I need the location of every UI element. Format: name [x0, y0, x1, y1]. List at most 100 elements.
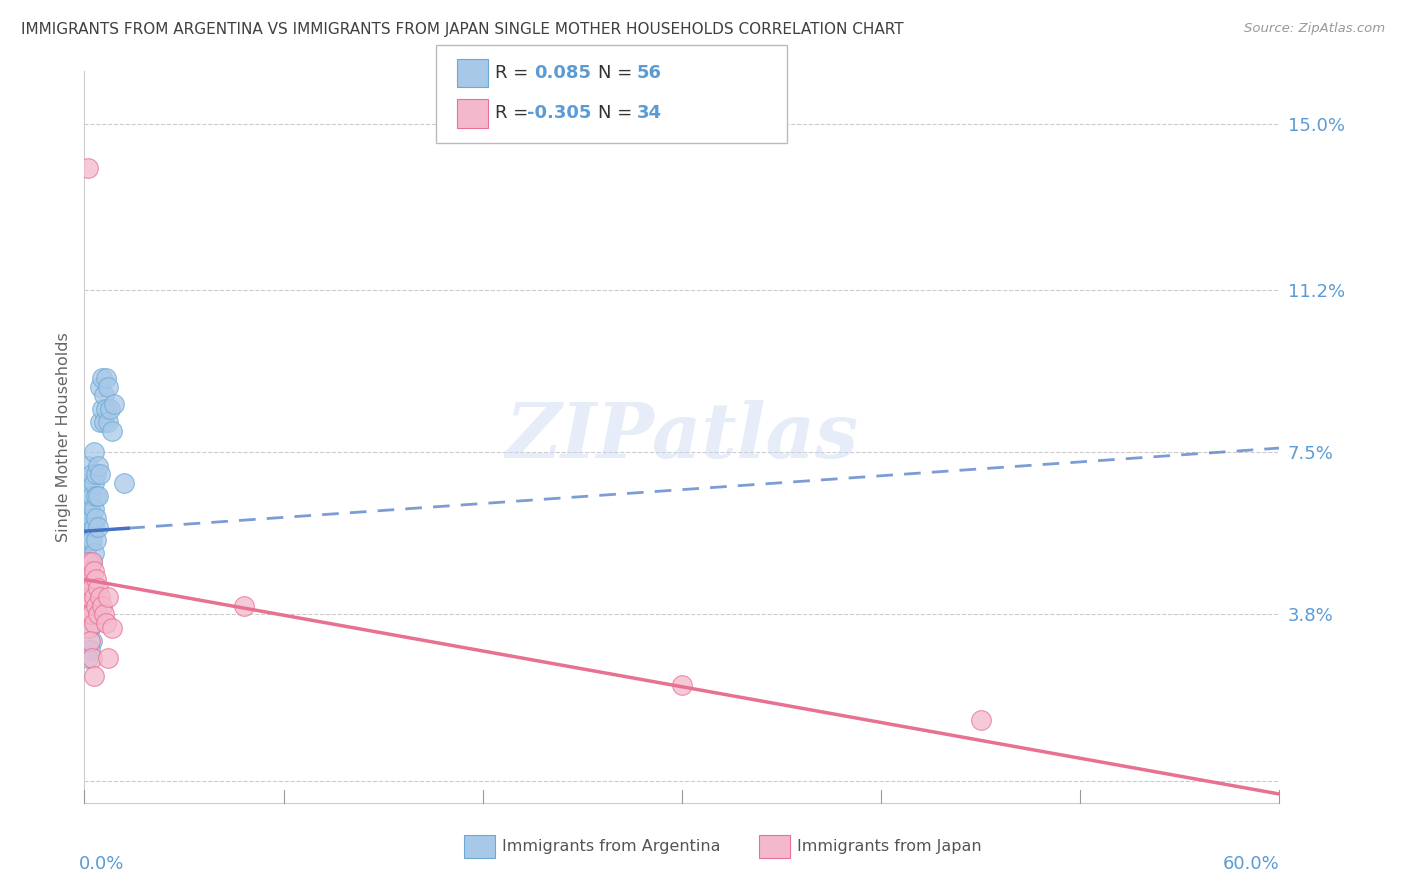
- Point: [82, 590, 104, 604]
- Text: N =: N =: [598, 64, 637, 82]
- Point: [83, 669, 105, 683]
- Point: [82, 555, 104, 569]
- Point: [79, 502, 101, 516]
- Text: 34: 34: [637, 104, 662, 122]
- Text: 0.085: 0.085: [534, 64, 592, 82]
- Text: 56: 56: [637, 64, 662, 82]
- Point: [83, 590, 105, 604]
- Point: [79, 564, 101, 578]
- Point: [79, 642, 101, 657]
- Point: [83, 502, 105, 516]
- Point: [89, 415, 111, 429]
- Point: [93, 388, 115, 402]
- Point: [89, 590, 111, 604]
- Point: [77, 537, 100, 551]
- Text: Immigrants from Japan: Immigrants from Japan: [797, 839, 981, 854]
- Point: [93, 607, 115, 622]
- Text: R =: R =: [495, 64, 534, 82]
- Point: [101, 621, 124, 635]
- Point: [83, 520, 105, 534]
- Point: [75, 599, 97, 613]
- Point: [79, 576, 101, 591]
- Point: [97, 380, 120, 394]
- Point: [82, 633, 104, 648]
- Point: [75, 511, 97, 525]
- Text: -0.305: -0.305: [527, 104, 592, 122]
- Point: [77, 555, 100, 569]
- Point: [79, 476, 101, 491]
- Point: [77, 520, 100, 534]
- Point: [83, 616, 105, 631]
- Point: [77, 651, 100, 665]
- Point: [82, 607, 104, 622]
- Point: [101, 424, 124, 438]
- Point: [103, 397, 125, 411]
- Point: [112, 476, 135, 491]
- Point: [82, 533, 104, 547]
- Point: [86, 607, 108, 622]
- Point: [97, 415, 120, 429]
- Point: [91, 371, 114, 385]
- Text: Source: ZipAtlas.com: Source: ZipAtlas.com: [1244, 22, 1385, 36]
- Point: [86, 467, 108, 482]
- Point: [97, 590, 120, 604]
- Point: [87, 489, 110, 503]
- Point: [75, 590, 97, 604]
- Point: [77, 607, 100, 622]
- Point: [96, 616, 118, 631]
- Point: [82, 467, 104, 482]
- Point: [93, 415, 115, 429]
- Point: [89, 467, 111, 482]
- Text: 60.0%: 60.0%: [1223, 855, 1279, 873]
- Point: [82, 489, 104, 503]
- Point: [91, 401, 114, 416]
- Text: Immigrants from Argentina: Immigrants from Argentina: [502, 839, 720, 854]
- Point: [82, 651, 104, 665]
- Point: [96, 401, 118, 416]
- Point: [86, 573, 108, 587]
- Point: [970, 713, 993, 727]
- Text: 0.0%: 0.0%: [79, 855, 124, 873]
- Point: [77, 489, 100, 503]
- Point: [83, 599, 105, 613]
- Point: [82, 511, 104, 525]
- Point: [96, 371, 118, 385]
- Y-axis label: Single Mother Households: Single Mother Households: [56, 332, 72, 542]
- Point: [77, 161, 100, 175]
- Point: [83, 445, 105, 459]
- Point: [79, 633, 101, 648]
- Point: [75, 546, 97, 560]
- Point: [77, 458, 100, 473]
- Point: [86, 599, 108, 613]
- Point: [87, 607, 110, 622]
- Text: R =: R =: [495, 104, 534, 122]
- Point: [86, 489, 108, 503]
- Point: [77, 599, 100, 613]
- Point: [79, 607, 101, 622]
- Point: [75, 533, 97, 547]
- Text: ZIPatlas: ZIPatlas: [505, 401, 859, 474]
- Point: [87, 458, 110, 473]
- Point: [83, 476, 105, 491]
- Point: [91, 599, 114, 613]
- Point: [79, 520, 101, 534]
- Point: [87, 520, 110, 534]
- Point: [83, 546, 105, 560]
- Point: [75, 564, 97, 578]
- Point: [77, 576, 100, 591]
- Point: [82, 581, 104, 595]
- Point: [98, 401, 121, 416]
- Point: [232, 599, 254, 613]
- Point: [79, 590, 101, 604]
- Point: [75, 564, 97, 578]
- Point: [86, 511, 108, 525]
- Point: [79, 621, 101, 635]
- Point: [77, 621, 100, 635]
- Point: [671, 677, 693, 691]
- Point: [97, 651, 120, 665]
- Point: [82, 555, 104, 569]
- Point: [79, 533, 101, 547]
- Text: IMMIGRANTS FROM ARGENTINA VS IMMIGRANTS FROM JAPAN SINGLE MOTHER HOUSEHOLDS CORR: IMMIGRANTS FROM ARGENTINA VS IMMIGRANTS …: [21, 22, 904, 37]
- Point: [77, 555, 100, 569]
- Point: [89, 380, 111, 394]
